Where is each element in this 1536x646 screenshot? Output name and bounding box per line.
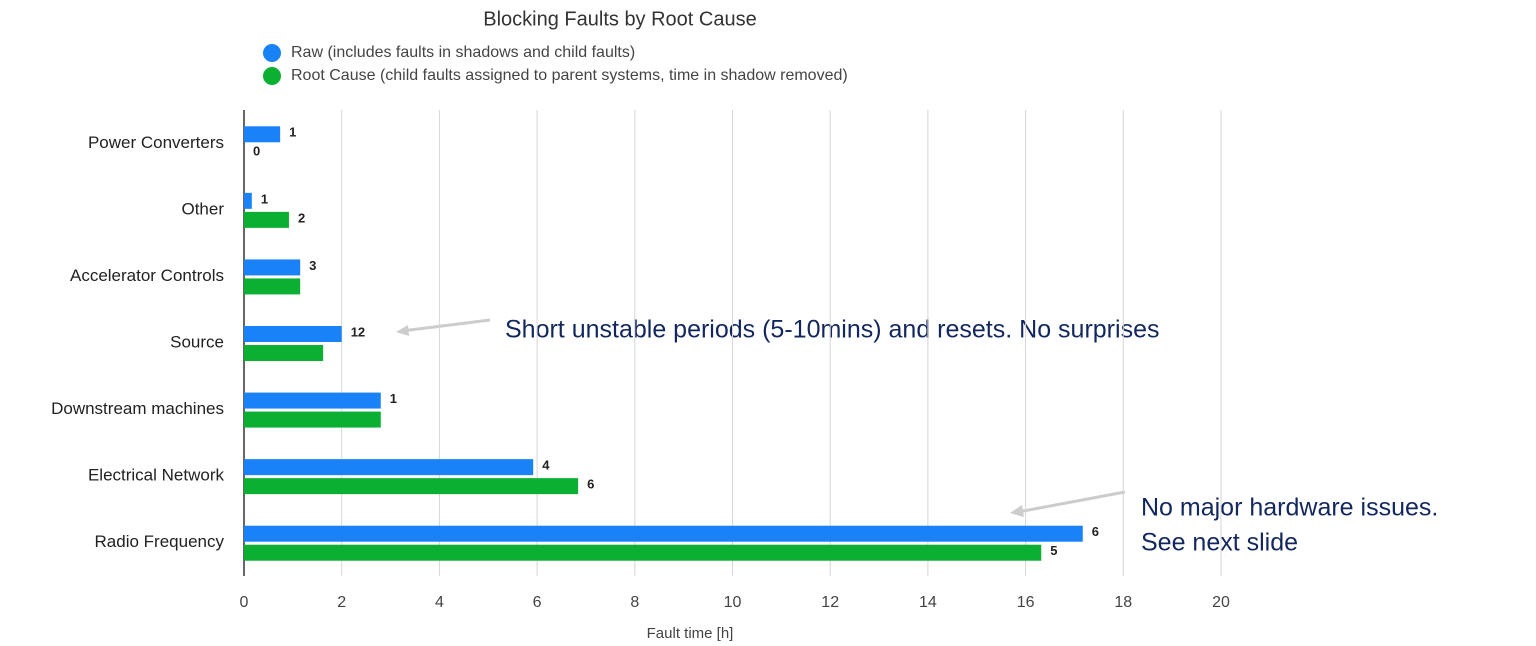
bar	[244, 278, 301, 295]
x-tick-label: 0	[240, 594, 249, 611]
bar	[244, 126, 281, 143]
y-tick-label: Accelerator Controls	[70, 266, 224, 285]
x-axis-label: Fault time [h]	[647, 625, 734, 642]
data-label: 12	[351, 324, 365, 339]
data-label: 2	[298, 210, 305, 225]
bar	[244, 478, 579, 495]
bar	[244, 392, 381, 409]
x-tick-label: 14	[919, 594, 937, 611]
data-label: 6	[587, 477, 594, 492]
x-tick-label: 12	[821, 594, 839, 611]
bar	[244, 192, 252, 209]
data-label: 1	[390, 391, 397, 406]
bar	[244, 259, 301, 276]
y-tick-label: Radio Frequency	[95, 532, 225, 551]
x-tick-label: 16	[1017, 594, 1035, 611]
annotation-arrows	[396, 318, 1126, 517]
y-tick-label: Source	[170, 332, 224, 351]
y-tick-label: Power Converters	[88, 133, 224, 152]
y-tick-label: Electrical Network	[88, 466, 225, 485]
bar	[244, 525, 1083, 542]
data-label: 1	[289, 125, 296, 140]
bar	[244, 326, 342, 342]
legend-marker	[263, 44, 281, 62]
bar	[244, 459, 534, 476]
annotation: Short unstable periods (5-10mins) and re…	[505, 316, 1159, 344]
bar	[244, 211, 289, 228]
bar	[244, 411, 381, 428]
data-label: 3	[309, 258, 316, 273]
x-tick-label: 18	[1114, 594, 1132, 611]
x-tick-label: 20	[1212, 594, 1230, 611]
data-label: 6	[1092, 524, 1099, 539]
x-tick-label: 4	[435, 594, 444, 611]
data-label: 0	[253, 144, 260, 159]
x-tick-label: 6	[533, 594, 542, 611]
legend-marker	[263, 67, 281, 85]
data-label: 4	[542, 458, 550, 473]
annotation: No major hardware issues.	[1141, 494, 1438, 522]
y-tick-label: Downstream machines	[51, 399, 224, 418]
x-tick-label: 10	[724, 594, 742, 611]
bar	[244, 544, 1042, 561]
legend-label: Raw (includes faults in shadows and chil…	[291, 44, 635, 61]
bar	[244, 345, 324, 361]
annotation: See next slide	[1141, 529, 1298, 557]
legend-label: Root Cause (child faults assigned to par…	[291, 67, 848, 84]
x-tick-label: 2	[337, 594, 346, 611]
y-tick-label: Other	[181, 199, 224, 218]
chart-title: Blocking Faults by Root Cause	[483, 8, 756, 30]
x-tick-label: 8	[630, 594, 639, 611]
data-label: 1	[261, 191, 268, 206]
data-label: 5	[1050, 543, 1057, 558]
